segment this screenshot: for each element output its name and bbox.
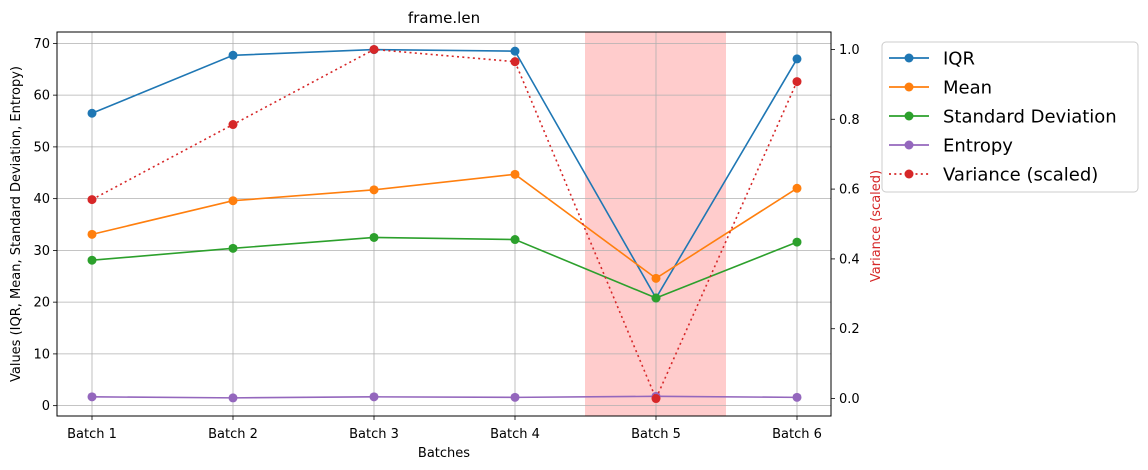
legend-label-mean: Mean <box>943 78 992 99</box>
data-point-mean <box>87 229 97 239</box>
legend-label-standard-deviation: Standard Deviation <box>943 107 1117 128</box>
data-point-standard-deviation <box>510 235 520 245</box>
legend-marker-variance-scaled <box>904 169 914 179</box>
grid-layer <box>57 32 831 416</box>
legend-label-iqr: IQR <box>943 49 975 70</box>
y-tick-label: 70 <box>33 37 50 52</box>
data-point-iqr <box>510 46 520 56</box>
data-point-iqr <box>228 50 238 60</box>
legend-marker-mean <box>904 82 914 92</box>
y-tick-label: 50 <box>33 140 50 155</box>
data-point-mean <box>651 273 661 283</box>
legend-marker-standard-deviation <box>904 111 914 121</box>
legend-label-entropy: Entropy <box>943 136 1013 157</box>
x-tick-label: Batch 2 <box>208 427 258 442</box>
y-axis-right-label: Variance (scaled) <box>869 170 884 282</box>
legend-marker-entropy <box>904 140 914 150</box>
data-point-variance-scaled <box>792 77 802 87</box>
data-point-standard-deviation <box>87 255 97 265</box>
plot-frame <box>56 31 832 417</box>
y-tick-label: 60 <box>33 89 50 104</box>
legend-label-variance-scaled: Variance (scaled) <box>943 165 1098 186</box>
data-point-mean <box>369 185 379 195</box>
data-point-variance-scaled <box>228 120 238 130</box>
y-right-tick-label: 0.4 <box>839 252 860 267</box>
x-tick-label: Batch 3 <box>349 427 399 442</box>
data-point-standard-deviation <box>792 237 802 247</box>
axis-layer: Batch 1 Batch 2 Batch 3 Batch 4 Batch 5 Batch… <box>33 37 859 442</box>
data-point-variance-scaled <box>651 394 661 404</box>
data-point-entropy <box>87 392 97 402</box>
x-axis-label: Batches <box>418 446 470 461</box>
series-line-iqr <box>91 48 798 300</box>
legend-box <box>881 41 1139 193</box>
y-tick-label: 40 <box>33 192 50 207</box>
y-tick-label: 30 <box>33 244 50 259</box>
legend: IQR Mean Standard Deviation Entropy Variance… <box>881 41 1139 193</box>
chart-title: frame.len <box>408 9 480 27</box>
data-point-mean <box>228 196 238 206</box>
series-line-variance-scaled <box>91 48 798 401</box>
x-tick-label: Batch 4 <box>490 427 540 442</box>
y-right-tick-label: 0.8 <box>839 113 860 128</box>
data-point-entropy <box>369 392 379 402</box>
series-line-standard-deviation <box>91 236 798 299</box>
data-point-mean <box>510 169 520 179</box>
series-line-entropy <box>91 395 798 399</box>
y-right-tick-label: 0.6 <box>839 183 860 198</box>
x-tick-label: Batch 5 <box>631 427 681 442</box>
y-tick-label: 10 <box>33 347 50 362</box>
data-point-iqr <box>87 108 97 118</box>
data-point-entropy <box>510 392 520 402</box>
y-right-tick-label: 0.0 <box>839 392 860 407</box>
data-point-standard-deviation <box>369 232 379 242</box>
x-tick-label: Batch 1 <box>67 427 117 442</box>
highlight-region-layer <box>585 32 726 416</box>
series-layer <box>87 44 802 404</box>
highlight-region <box>585 32 726 416</box>
data-point-entropy <box>792 392 802 402</box>
data-point-variance-scaled <box>369 44 379 54</box>
x-tick-label: Batch 6 <box>772 427 822 442</box>
data-point-standard-deviation <box>651 293 661 303</box>
series-line-mean <box>91 173 798 280</box>
data-point-standard-deviation <box>228 243 238 253</box>
legend-marker-iqr <box>904 53 914 63</box>
data-point-mean <box>792 183 802 193</box>
y-axis-label: Values (IQR, Mean, Standard Deviation, E… <box>9 66 24 382</box>
data-point-variance-scaled <box>87 195 97 205</box>
data-point-entropy <box>228 393 238 403</box>
data-point-variance-scaled <box>510 57 520 67</box>
y-tick-label: 20 <box>33 296 50 311</box>
y-right-tick-label: 1.0 <box>839 43 860 58</box>
data-point-iqr <box>792 54 802 64</box>
y-tick-label: 0 <box>42 399 50 414</box>
y-right-tick-label: 0.2 <box>839 322 860 337</box>
